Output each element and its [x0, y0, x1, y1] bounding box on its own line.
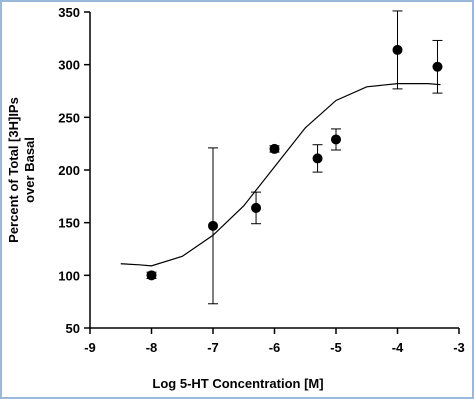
x-tick-label: -6	[269, 340, 281, 355]
y-axis-label: Percent of Total [3H]IPs	[6, 97, 21, 243]
x-axis-label: Log 5-HT Concentration [M]	[152, 376, 323, 391]
x-tick-label: -4	[392, 340, 404, 355]
point	[251, 202, 262, 213]
y-tick-label: 250	[58, 110, 80, 125]
y-tick-label: 200	[58, 163, 80, 178]
y-tick-label: 350	[58, 5, 80, 20]
point	[146, 270, 157, 281]
point	[269, 143, 280, 154]
x-tick-label: -5	[330, 340, 342, 355]
point	[392, 44, 403, 55]
y-axis-label: over Basal	[22, 137, 37, 203]
x-tick-label: -8	[146, 340, 158, 355]
point	[312, 153, 323, 164]
y-tick-label: 150	[58, 216, 80, 231]
x-tick-label: -3	[453, 340, 465, 355]
x-tick-label: -9	[84, 340, 96, 355]
y-tick-label: 100	[58, 268, 80, 283]
point	[432, 61, 443, 72]
point	[208, 220, 218, 231]
point	[331, 134, 341, 145]
x-tick-label: -7	[207, 340, 219, 355]
y-tick-label: 300	[58, 58, 80, 73]
y-tick-label: 50	[66, 321, 80, 336]
